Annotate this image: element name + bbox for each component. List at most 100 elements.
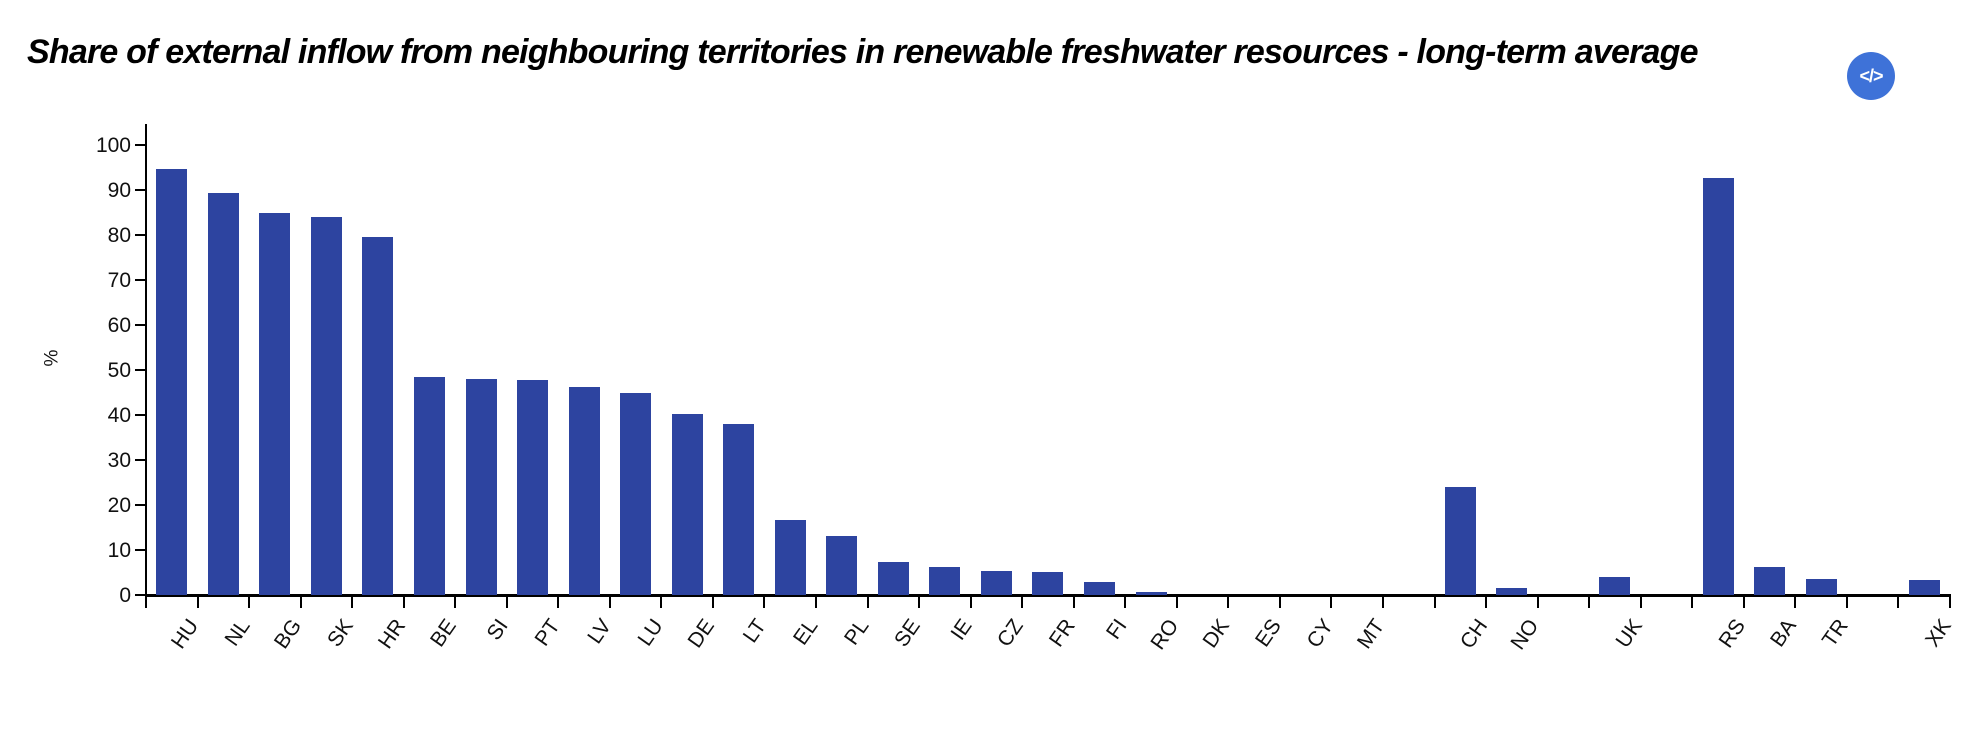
y-axis-tick-label: 80 — [107, 223, 131, 247]
x-axis-label-nl: NL — [220, 615, 256, 651]
bar-pt[interactable] — [517, 380, 548, 595]
y-axis-tick-label: 90 — [107, 178, 131, 202]
x-axis-tick — [918, 597, 921, 608]
x-axis-tick — [1485, 597, 1488, 608]
y-axis-tick-label: 30 — [107, 448, 131, 472]
x-axis-tick — [299, 597, 302, 608]
y-axis-tick — [135, 279, 145, 281]
x-axis-tick — [815, 597, 818, 608]
x-axis-tick — [763, 597, 766, 608]
bar-lu[interactable] — [620, 393, 652, 595]
x-axis-label-ie: IE — [946, 615, 977, 645]
x-axis-tick — [248, 597, 251, 608]
bar-fi[interactable] — [1084, 582, 1115, 595]
bar-pl[interactable] — [826, 536, 858, 595]
bar-rs[interactable] — [1702, 178, 1734, 595]
x-axis-label-uk: UK — [1611, 615, 1647, 653]
x-axis-label-xk: XK — [1921, 615, 1956, 652]
x-axis-label-tr: TR — [1817, 615, 1853, 652]
x-axis-label-ro: RO — [1145, 615, 1183, 654]
x-axis-tick — [1021, 597, 1024, 608]
x-axis-label-pt: PT — [530, 615, 565, 651]
x-axis-label-pl: PL — [840, 615, 874, 650]
x-axis-tick — [711, 597, 714, 608]
x-axis-tick — [1227, 597, 1230, 608]
bar-no[interactable] — [1496, 588, 1528, 595]
x-axis-tick — [402, 597, 405, 608]
y-axis-tick — [135, 459, 145, 461]
x-axis-label-rs: RS — [1714, 615, 1750, 653]
x-axis-label-cy: CY — [1301, 615, 1338, 653]
x-axis-label-ba: BA — [1766, 615, 1802, 652]
x-axis-label-no: NO — [1506, 615, 1544, 654]
x-axis-label-lu: LU — [633, 615, 668, 651]
bar-ch[interactable] — [1444, 487, 1476, 595]
bar-se[interactable] — [877, 562, 909, 595]
x-axis-tick — [1330, 597, 1333, 608]
code-icon: </> — [1859, 65, 1883, 86]
y-axis-tick — [135, 369, 145, 371]
x-axis-tick — [145, 597, 147, 608]
y-axis-tick — [135, 144, 145, 146]
x-axis-tick — [1897, 597, 1900, 608]
bar-cz[interactable] — [980, 571, 1012, 595]
embed-code-button[interactable]: </> — [1847, 52, 1895, 100]
x-axis-tick — [1433, 597, 1436, 608]
x-axis-tick — [1639, 597, 1642, 608]
x-axis-tick — [454, 597, 457, 608]
bar-si[interactable] — [465, 379, 497, 595]
y-axis-tick-label: 50 — [107, 358, 131, 382]
y-axis-tick — [135, 504, 145, 506]
y-axis-tick-label: 10 — [107, 538, 131, 562]
bar-tr[interactable] — [1805, 579, 1837, 595]
y-axis-tick — [135, 414, 145, 416]
x-axis-tick — [1845, 597, 1848, 608]
x-axis-label-fi: FI — [1101, 615, 1132, 644]
x-axis-label-de: DE — [683, 615, 720, 653]
bar-xk[interactable] — [1908, 580, 1940, 595]
y-axis-tick — [135, 594, 145, 596]
x-axis-tick — [1124, 597, 1127, 608]
bar-ba[interactable] — [1754, 567, 1785, 595]
bar-lt[interactable] — [723, 424, 755, 595]
x-axis-label-lt: LT — [738, 615, 771, 647]
bar-el[interactable] — [774, 520, 806, 595]
bar-de[interactable] — [671, 414, 703, 595]
bar-lv[interactable] — [568, 387, 600, 595]
x-axis-label-sk: SK — [323, 615, 359, 652]
x-axis-tick — [969, 597, 972, 608]
x-axis-label-ch: CH — [1455, 615, 1493, 654]
bar-ie[interactable] — [929, 567, 961, 595]
x-axis-label-dk: DK — [1198, 615, 1235, 653]
chart-title: Share of external inflow from neighbouri… — [27, 33, 1699, 71]
x-axis-tick — [351, 597, 354, 608]
bar-hu[interactable] — [156, 169, 188, 595]
bar-bg[interactable] — [259, 213, 291, 595]
y-axis-tick-label: 20 — [107, 493, 131, 517]
x-axis-tick — [1381, 597, 1384, 608]
bar-ro[interactable] — [1135, 592, 1167, 595]
x-axis-label-hr: HR — [373, 615, 410, 654]
x-axis-tick — [1691, 597, 1694, 608]
x-axis-label-el: EL — [788, 615, 823, 650]
x-axis-tick — [660, 597, 663, 608]
bar-uk[interactable] — [1599, 577, 1631, 595]
bar-fr[interactable] — [1032, 572, 1064, 595]
x-axis-label-mt: MT — [1352, 615, 1390, 654]
x-axis-tick — [505, 597, 508, 608]
x-axis-label-fr: FR — [1044, 615, 1080, 652]
x-axis-tick — [557, 597, 560, 608]
x-axis-label-cz: CZ — [993, 615, 1029, 652]
bar-sk[interactable] — [310, 217, 342, 595]
y-axis-tick-label: 70 — [107, 268, 131, 292]
x-axis-label-si: SI — [482, 615, 513, 645]
x-axis-label-se: SE — [890, 615, 926, 652]
bar-nl[interactable] — [207, 193, 239, 595]
bar-be[interactable] — [414, 377, 445, 595]
bar-hr[interactable] — [362, 237, 394, 595]
x-axis-label-hu: HU — [167, 615, 204, 654]
y-axis-tick-label: 100 — [95, 133, 131, 157]
y-axis-tick-label: 0 — [119, 583, 131, 607]
